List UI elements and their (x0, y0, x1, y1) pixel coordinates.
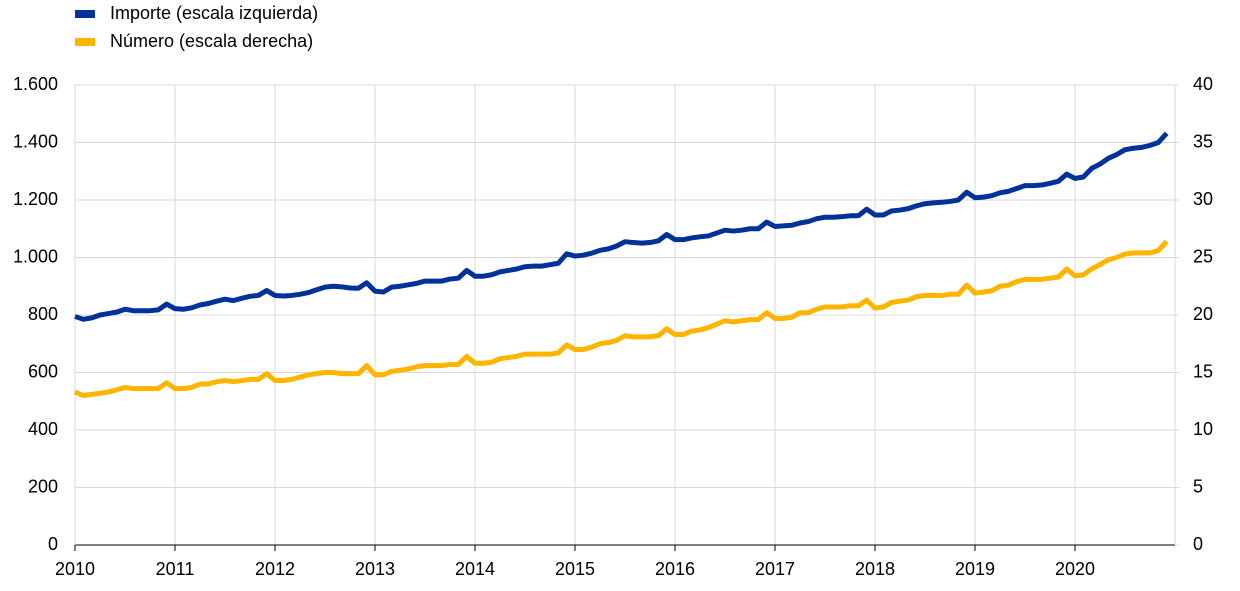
y2-tick-label: 0 (1193, 534, 1203, 554)
y2-tick-label: 10 (1193, 419, 1213, 439)
x-tick-label: 2015 (555, 559, 595, 579)
x-tick-label: 2017 (755, 559, 795, 579)
y-tick-label: 0 (48, 534, 58, 554)
legend-swatch (75, 10, 95, 18)
y2-tick-label: 15 (1193, 361, 1213, 381)
x-tick-label: 2019 (955, 559, 995, 579)
y2-tick-label: 30 (1193, 189, 1213, 209)
y2-tick-label: 35 (1193, 131, 1213, 151)
y-tick-label: 1.400 (13, 131, 58, 151)
y2-tick-label: 25 (1193, 246, 1213, 266)
x-tick-label: 2014 (455, 559, 495, 579)
y2-tick-label: 40 (1193, 74, 1213, 94)
series-line (74, 239, 1169, 398)
x-tick-label: 2013 (355, 559, 395, 579)
x-tick-label: 2018 (855, 559, 895, 579)
y-tick-label: 800 (28, 304, 58, 324)
x-tick-label: 2010 (55, 559, 95, 579)
x-tick-label: 2011 (156, 559, 195, 579)
y-tick-label: 1.000 (13, 246, 58, 266)
y2-tick-label: 5 (1193, 476, 1203, 496)
legend-label: Importe (escala izquierda) (110, 3, 318, 23)
y-tick-label: 600 (28, 361, 58, 381)
legend-label: Número (escala derecha) (110, 31, 313, 51)
y-tick-label: 1.200 (13, 189, 58, 209)
x-tick-label: 2020 (1055, 559, 1095, 579)
legend-swatch (75, 38, 95, 46)
y-tick-label: 400 (28, 419, 58, 439)
y-tick-label: 200 (28, 476, 58, 496)
x-tick-label: 2012 (255, 559, 295, 579)
y2-tick-label: 20 (1193, 304, 1213, 324)
x-tick-label: 2016 (655, 559, 695, 579)
series-line (74, 131, 1169, 322)
y-tick-label: 1.600 (13, 74, 58, 94)
